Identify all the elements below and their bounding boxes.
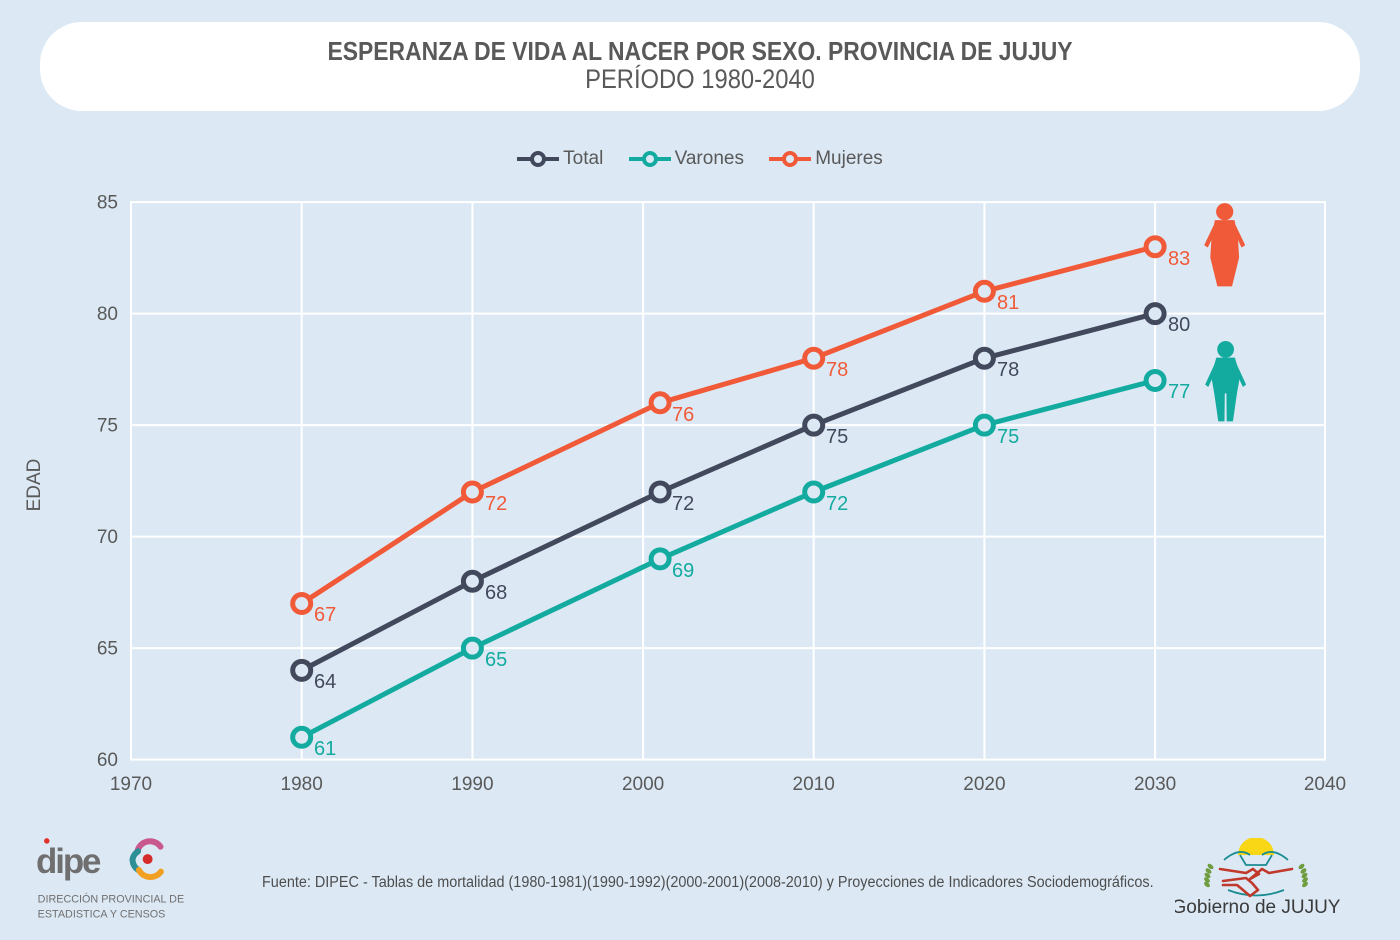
svg-text:80: 80	[1168, 314, 1190, 336]
svg-text:2000: 2000	[622, 774, 664, 795]
svg-text:75: 75	[826, 426, 848, 448]
svg-text:2010: 2010	[793, 774, 835, 795]
svg-text:EDAD: EDAD	[24, 459, 45, 512]
svg-text:2030: 2030	[1134, 774, 1176, 795]
svg-text:75: 75	[997, 426, 1019, 448]
svg-text:dipe: dipe	[36, 842, 101, 881]
svg-text:76: 76	[672, 404, 694, 426]
svg-text:70: 70	[97, 527, 118, 548]
svg-text:80: 80	[97, 304, 118, 325]
svg-text:72: 72	[485, 493, 507, 515]
svg-text:67: 67	[314, 604, 336, 626]
svg-text:2020: 2020	[963, 774, 1005, 795]
svg-text:83: 83	[1168, 248, 1190, 270]
svg-text:78: 78	[826, 359, 848, 381]
svg-text:61: 61	[314, 738, 336, 760]
svg-text:78: 78	[997, 359, 1019, 381]
svg-text:1970: 1970	[110, 774, 152, 795]
svg-text:69: 69	[672, 560, 694, 582]
svg-text:77: 77	[1168, 381, 1190, 403]
svg-text:65: 65	[97, 639, 118, 660]
svg-text:60: 60	[97, 750, 118, 771]
svg-text:72: 72	[826, 493, 848, 515]
svg-text:85: 85	[97, 193, 118, 214]
svg-text:72: 72	[672, 493, 694, 515]
svg-text:64: 64	[314, 671, 336, 693]
svg-text:81: 81	[997, 292, 1019, 314]
svg-text:2040: 2040	[1304, 774, 1346, 795]
svg-text:1990: 1990	[451, 774, 493, 795]
svg-text:68: 68	[485, 582, 507, 604]
svg-text:75: 75	[97, 416, 118, 437]
svg-text:65: 65	[485, 649, 507, 671]
svg-text:Gobierno de JUJUY: Gobierno de JUJUY	[1175, 897, 1341, 918]
svg-text:1980: 1980	[281, 774, 323, 795]
